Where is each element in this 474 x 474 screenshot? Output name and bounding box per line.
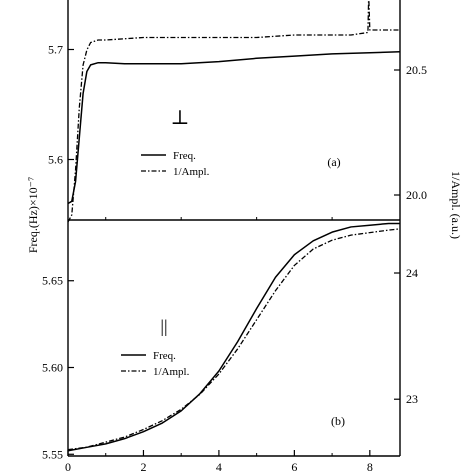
panel-b-x-tick-label-4: 8 xyxy=(367,460,373,474)
panel-b-left-tick-label-1: 5.60 xyxy=(42,361,63,375)
panel-a-label: (a) xyxy=(327,155,340,169)
panel-b-x-tick-label-1: 2 xyxy=(140,460,146,474)
panel-a-left-tick-label-0: 5.6 xyxy=(48,153,63,167)
panel-b-series-freq-line xyxy=(67,222,400,452)
panel-a-legend-freq-label: Freq. xyxy=(173,150,196,162)
panel-b-orientation-symbol: || xyxy=(160,316,167,336)
left-axis-title: Freq.(Hz)×10⁻⁷ xyxy=(26,177,40,253)
panel-b-left-tick-label-0: 5.55 xyxy=(42,447,63,461)
panel-b-right-tick-label-0: 23 xyxy=(406,392,418,406)
panel-b-legend: Freq. 1/Ampl. xyxy=(121,350,190,378)
panel-a-legend: Freq. 1/Ampl. xyxy=(141,150,210,178)
panel-a-series-inv-ampl-line xyxy=(67,0,400,223)
panel-b-right-tick-label-1: 24 xyxy=(406,266,418,280)
panel-a-legend-ampl-label: 1/Ampl. xyxy=(173,166,210,178)
panel-a-orientation-symbol: ⊥ xyxy=(171,107,190,129)
panel-a-right-tick-label-0: 20.0 xyxy=(406,188,427,202)
right-axis-title: 1/Ampl. (a.u.) xyxy=(449,171,463,239)
panel-a-series-freq-line xyxy=(67,50,401,205)
panel-b-series-inv-ampl-line xyxy=(67,228,401,451)
panel-b-x-tick-label-3: 6 xyxy=(291,460,297,474)
panel-b-legend-ampl-label: 1/Ampl. xyxy=(153,366,190,378)
panel-b-x-tick-label-0: 0 xyxy=(65,460,71,474)
panel-b-legend-freq-label: Freq. xyxy=(153,350,176,362)
panel-b-left-tick-label-2: 5.65 xyxy=(42,274,63,288)
panel-b-frame xyxy=(67,219,401,457)
panel-a-left-tick-label-1: 5.7 xyxy=(48,43,63,57)
panel-b-x-tick-label-2: 4 xyxy=(216,460,222,474)
panel-a-right-tick-label-1: 20.5 xyxy=(406,63,427,77)
panel-a-frame xyxy=(67,0,401,220)
panel-b-label: (b) xyxy=(331,414,345,428)
